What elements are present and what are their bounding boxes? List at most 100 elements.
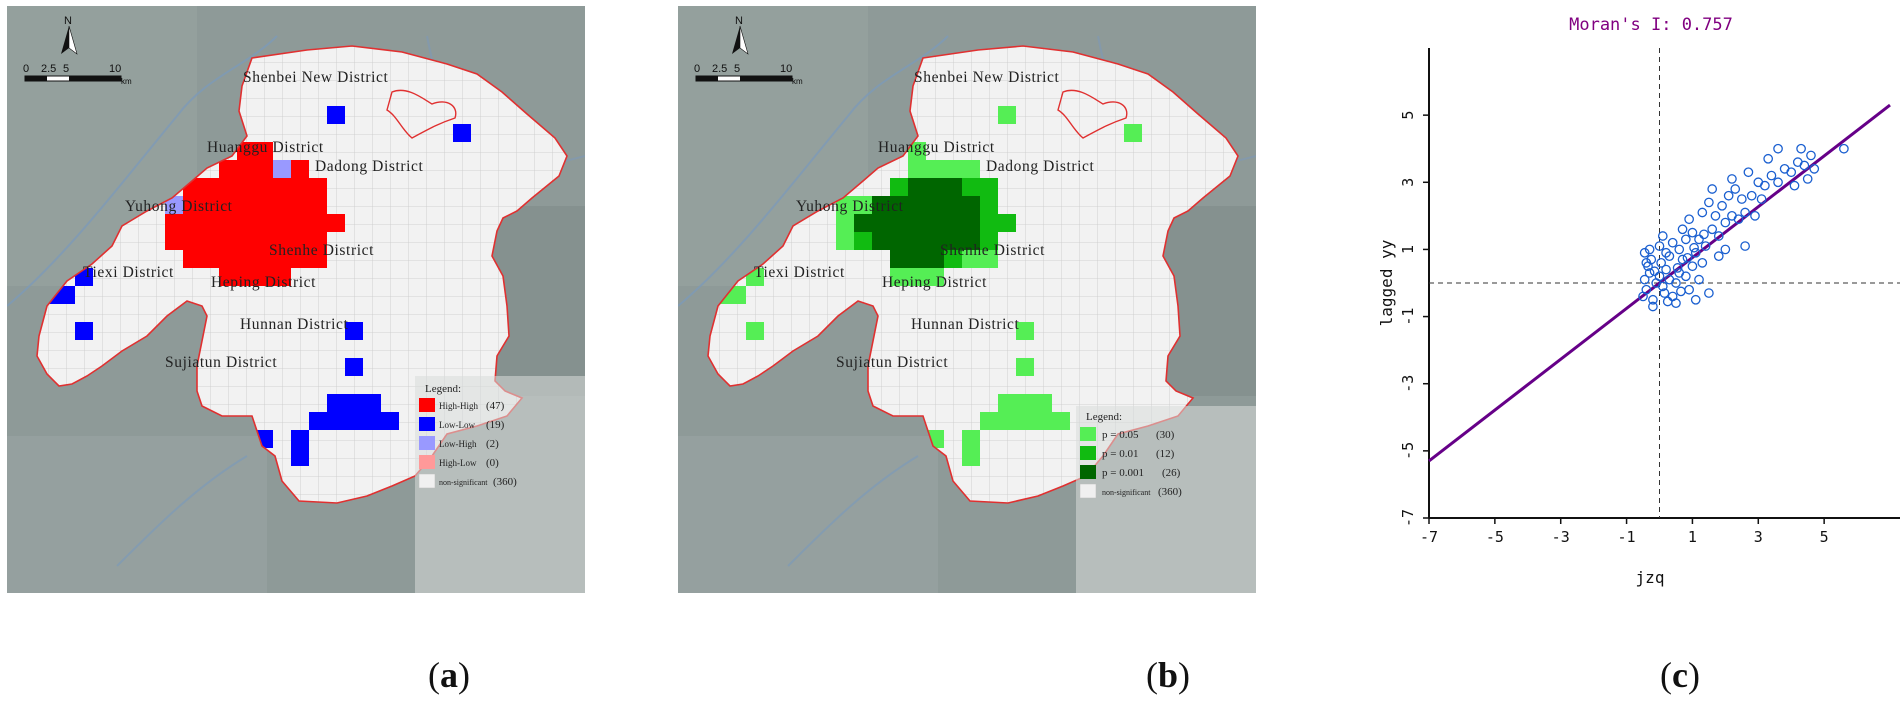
- scatter-point: [1661, 247, 1671, 258]
- caption-letter: c: [1672, 655, 1688, 695]
- label-heping: Heping District: [211, 274, 316, 291]
- scatter-point: [1713, 231, 1724, 241]
- legend-b: Legend: p = 0.05 (30) p = 0.01 (12) p = …: [1076, 406, 1256, 593]
- scatter-point: [1654, 271, 1665, 282]
- y-axis-label: lagged yy: [1377, 239, 1396, 326]
- scatter-point: [1723, 190, 1734, 201]
- river: [787, 455, 919, 567]
- y-tick-label: 5: [1399, 111, 1417, 120]
- scatter-point: [1733, 214, 1744, 225]
- scatter-point: [1661, 264, 1671, 275]
- legend-count: (360): [1158, 486, 1182, 498]
- scatter-point: [1773, 177, 1783, 188]
- scatter-point: [1639, 247, 1650, 258]
- legend-count: (47): [486, 400, 505, 412]
- legend-label: p = 0.01: [1102, 448, 1138, 460]
- caption-a: (a): [428, 655, 470, 695]
- y-tick-label: -1: [1399, 308, 1417, 326]
- legend-label: non-significant: [439, 478, 488, 487]
- scatter-point: [1671, 278, 1681, 288]
- legend-label: High-Low: [439, 458, 477, 468]
- scatter-point: [1690, 247, 1701, 258]
- label-shenbei: Shenbei New District: [243, 69, 389, 86]
- scatter-point: [1687, 261, 1698, 272]
- x-tick-label: 1: [1688, 528, 1697, 546]
- scale-tick: 2.5: [712, 63, 727, 75]
- scatter-point: [1700, 241, 1711, 251]
- scale-tick: 5: [734, 63, 740, 75]
- legend-count: (2): [486, 438, 499, 450]
- scatter-point: [1644, 244, 1655, 255]
- scatter-point: [1704, 288, 1714, 298]
- scatter-point: [1641, 258, 1652, 268]
- scatter-point: [1659, 288, 1670, 298]
- scatter-point: [1796, 143, 1806, 154]
- p001-cells: [854, 178, 1016, 268]
- scatter-point: [1672, 263, 1683, 273]
- label-hunnan: Hunnan District: [911, 316, 1020, 333]
- plot-area: -7 -5 -3 -1 1 3 5 -7 -5 -3 -1 1 3 5: [1399, 48, 1900, 546]
- scatter-point: [1649, 266, 1660, 277]
- scale-bar: 0 2.5 5 10 km: [23, 63, 132, 86]
- scatter-point: [1682, 252, 1693, 263]
- scatter-point: [1656, 258, 1666, 268]
- reservoir-outline: [386, 89, 457, 139]
- scatter-point: [1704, 197, 1714, 208]
- scatter-point: [1756, 194, 1767, 204]
- y-tick-label: 3: [1399, 178, 1417, 187]
- lisa-cells-a: [39, 106, 471, 466]
- scatter-point: [1657, 231, 1668, 241]
- y-tick-label: -7: [1399, 509, 1417, 527]
- scatter-point: [1684, 284, 1694, 295]
- label-tiexi: Tiexi District: [83, 264, 174, 281]
- scatter-point: [1720, 217, 1731, 228]
- legend-swatch-high-high: [419, 398, 435, 412]
- legend-swatch-non-significant: [418, 473, 436, 489]
- legend-count: (360): [493, 476, 517, 488]
- north-arrow-icon: N: [732, 15, 749, 55]
- scatter-point: [1680, 234, 1691, 245]
- scatter-point: [1720, 244, 1731, 255]
- scatter-point: [1667, 237, 1678, 248]
- scatter-point: [1674, 244, 1685, 255]
- map-a-svg: Shenbei New District Huanggu District Da…: [7, 6, 585, 593]
- label-dadong: Dadong District: [315, 158, 424, 175]
- scatter-point: [1644, 268, 1655, 278]
- scatter-point: [1648, 294, 1658, 305]
- x-tick-label: -5: [1486, 528, 1504, 546]
- scatter-point: [1646, 254, 1657, 265]
- scatter-point: [1773, 143, 1783, 154]
- legend-swatch-p0001: [1080, 465, 1096, 479]
- scale-tick: 0: [694, 63, 700, 75]
- y-tick-label: -5: [1399, 442, 1417, 460]
- north-arrow-icon: N: [61, 15, 78, 55]
- label-shenbei: Shenbei New District: [914, 69, 1060, 86]
- significance-cells-b: [710, 106, 1142, 466]
- map-panel-b: Shenbei New District Huanggu District Da…: [678, 6, 1256, 593]
- label-yuhong: Yuhong District: [125, 198, 233, 215]
- legend-label: p = 0.05: [1102, 429, 1139, 441]
- scatter-point: [1736, 194, 1747, 204]
- north-label: N: [64, 15, 72, 27]
- river: [7, 35, 278, 307]
- moran-chart-svg: Moran's I: 0.757 -7 -5 -3 -1 1 3 5-7-5-3-1135 …: [1377, 15, 1900, 587]
- scale-tick: 10: [780, 63, 792, 75]
- scatter-point: [1694, 234, 1704, 245]
- scatter-point: [1677, 224, 1688, 235]
- legend-label: Low-High: [439, 439, 477, 449]
- scatter-point: [1727, 174, 1737, 184]
- label-huanggu: Huanggu District: [207, 139, 324, 156]
- terrain-patch: [7, 436, 267, 593]
- scatter-point: [1743, 167, 1754, 178]
- reservoir-outline: [1057, 89, 1128, 139]
- scale-unit: km: [121, 77, 132, 86]
- y-tick-label: 1: [1399, 245, 1417, 254]
- legend-label: p = 0.001: [1102, 467, 1144, 479]
- scale-tick: 5: [63, 63, 69, 75]
- chart-title: Moran's I: 0.757: [1569, 15, 1733, 35]
- scatter-point: [1689, 242, 1699, 253]
- caption-c: (c): [1660, 655, 1700, 695]
- legend-a: Legend: High-High (47) Low-Low (19) Low-…: [415, 376, 585, 593]
- scatter-point: [1839, 143, 1849, 154]
- scatter-point: [1760, 180, 1770, 191]
